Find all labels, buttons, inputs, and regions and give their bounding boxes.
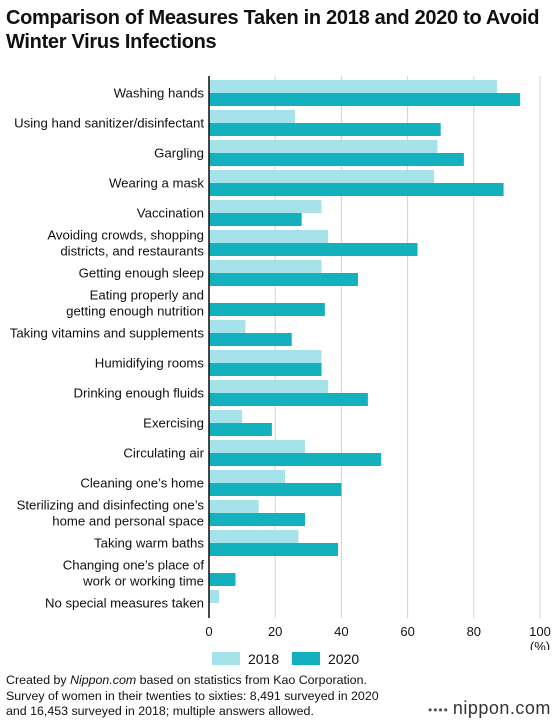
bar-2018-9: [209, 350, 322, 363]
brand-logo: •••• nippon.com: [428, 698, 551, 719]
bar-2020-7: [209, 303, 325, 316]
x-tick-label-100: 100: [529, 624, 551, 639]
bar-2020-6: [209, 273, 358, 286]
bar-2020-0: [209, 93, 521, 106]
brand-dots: ••••: [428, 703, 449, 717]
bar-2018-14: [209, 500, 259, 513]
bar-2020-3: [209, 183, 504, 196]
bar-2018-12: [209, 440, 305, 453]
source-note: Created by Nippon.com based on statistic…: [6, 673, 426, 720]
source-suffix: based on statistics from Kao Corporation…: [136, 673, 367, 687]
legend-label-2018: 2018: [248, 651, 280, 667]
category-label-15: Taking warm baths: [94, 536, 204, 551]
bar-2018-6: [209, 260, 322, 273]
bar-2020-8: [209, 333, 292, 346]
bar-2020-2: [209, 153, 464, 166]
bar-2018-2: [209, 140, 438, 153]
category-label-13: Cleaning one’s home: [80, 476, 204, 491]
bar-2018-11: [209, 410, 243, 423]
x-tick-label-20: 20: [268, 624, 282, 639]
x-tick-label-0: 0: [205, 624, 212, 639]
category-label-12: Circulating air: [123, 446, 204, 461]
x-tick-label-80: 80: [467, 624, 481, 639]
bar-2020-1: [209, 123, 441, 136]
bar-2018-15: [209, 530, 299, 543]
category-label-14: Sterilizing and disinfecting one’s home a…: [17, 498, 205, 529]
category-label-8: Taking vitamins and supplements: [10, 326, 205, 341]
brand-name: nippon: [452, 698, 510, 718]
legend-label-2020: 2020: [328, 651, 360, 667]
bar-2018-17: [209, 590, 219, 603]
category-label-9: Humidifying rooms: [95, 356, 205, 371]
bar-2018-5: [209, 230, 329, 243]
category-label-10: Drinking enough fluids: [74, 386, 205, 401]
category-label-11: Exercising: [143, 416, 204, 431]
bar-2020-11: [209, 423, 272, 436]
legend-swatch-2018: [212, 652, 240, 665]
x-axis-unit: (%): [530, 639, 550, 650]
category-label-1: Using hand sanitizer/disinfectant: [14, 116, 204, 131]
legend-swatch-2020: [292, 652, 320, 665]
category-label-6: Getting enough sleep: [79, 266, 204, 281]
category-label-4: Vaccination: [137, 206, 204, 221]
bar-2018-10: [209, 380, 329, 393]
bar-2018-1: [209, 110, 296, 123]
bar-2018-13: [209, 470, 286, 483]
bar-2020-9: [209, 363, 322, 376]
bar-2020-15: [209, 543, 339, 556]
category-label-0: Washing hands: [114, 86, 205, 101]
bar-2020-5: [209, 243, 418, 256]
bar-2018-3: [209, 170, 435, 183]
source-prefix: Created by: [6, 673, 71, 687]
source-line-3: and 16,453 surveyed in 2018; multiple an…: [6, 704, 314, 718]
chart-title: Comparison of Measures Taken in 2018 and…: [6, 7, 540, 53]
category-label-16: Changing one’s place of work or working t…: [63, 558, 205, 589]
bar-2018-4: [209, 200, 322, 213]
bar-2020-14: [209, 513, 305, 526]
bar-2020-12: [209, 453, 382, 466]
source-name: Nippon.com: [70, 673, 137, 687]
category-label-3: Wearing a mask: [109, 176, 204, 191]
bar-2020-16: [209, 573, 236, 586]
category-label-2: Gargling: [154, 146, 204, 161]
bar-2020-4: [209, 213, 302, 226]
category-label-5: Avoiding crowds, shopping districts, and …: [47, 228, 204, 259]
category-label-17: No special measures taken: [45, 596, 204, 611]
bar-2020-10: [209, 393, 368, 406]
category-label-7: Eating properly and getting enough nutrit…: [66, 288, 204, 319]
brand-suffix: .com: [509, 698, 551, 718]
x-tick-label-40: 40: [334, 624, 348, 639]
bar-2020-13: [209, 483, 342, 496]
bar-2018-8: [209, 320, 246, 333]
bar-chart: Washing hands Using hand sanitizer/disinf…: [10, 76, 551, 650]
x-tick-label-60: 60: [400, 624, 414, 639]
source-line-1: Created by Nippon.com based on statistic…: [6, 673, 426, 689]
bar-2018-0: [209, 80, 497, 93]
source-line-2: Survey of women in their twenties to six…: [6, 688, 379, 703]
legend: 2018 2020: [0, 650, 557, 670]
